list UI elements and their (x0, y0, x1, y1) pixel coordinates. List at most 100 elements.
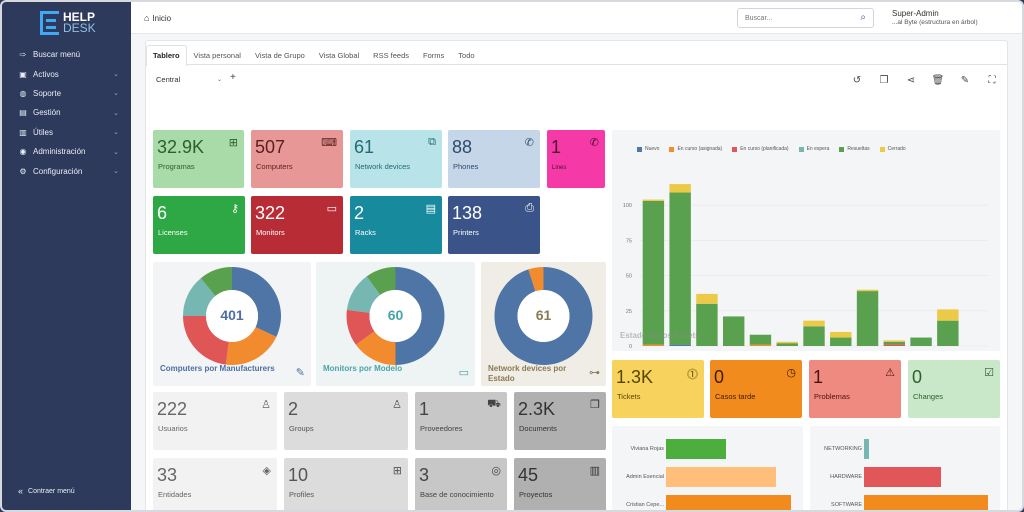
stat-card-lines[interactable]: 1 Lines ✆ (547, 130, 605, 188)
hbar-bar[interactable] (864, 467, 942, 487)
ticket-card-casos-tarde[interactable]: 0 Casos tarde ◷ (710, 360, 802, 418)
bar-segment[interactable] (830, 331, 852, 338)
bar-segment[interactable] (642, 344, 665, 346)
stat-card-licenses[interactable]: 6 Licenses ⚷ (153, 196, 245, 254)
pie-card-1[interactable]: 401 Computers por Manufacturers ✎ (153, 262, 311, 386)
bar-segment[interactable] (937, 309, 959, 321)
sidebar-item-label: Administración (33, 147, 86, 157)
sidebar-item-gestion[interactable]: ▤ Gestión ⌄ (2, 103, 131, 122)
sidebar-item-soporte[interactable]: ◍ Soporte ⌄ (2, 84, 131, 103)
bar-segment[interactable] (883, 341, 906, 345)
tab-vista-global[interactable]: Vista Global (318, 51, 360, 60)
clone-icon[interactable]: ❐ (879, 75, 889, 86)
bar-segment[interactable] (696, 303, 718, 346)
info-card-base-de-conocimiento[interactable]: 3 Base de conocimiento ◎ (415, 458, 507, 510)
bar-segment[interactable] (696, 293, 718, 304)
bar-segment[interactable] (776, 343, 798, 346)
donut-center-value: 401 (220, 307, 244, 323)
bar-segment[interactable] (856, 289, 879, 292)
tab-vista-personal[interactable]: Vista personal (193, 51, 241, 60)
hbar-bar[interactable] (666, 495, 791, 510)
ticket-card-changes[interactable]: 0 Changes ☑ (908, 360, 1000, 418)
edit-icon[interactable]: ✎ (295, 367, 305, 379)
bar-segment[interactable] (669, 192, 691, 345)
sidebar-item-administracion[interactable]: ◉ Administración ⌄ (2, 142, 131, 161)
double-chevron-left-icon: « (18, 486, 24, 496)
info-card-proveedores[interactable]: 1 Proveedores ⛟ (415, 392, 507, 450)
bar-segment[interactable] (722, 316, 745, 346)
monitor-icon[interactable]: ▭ (458, 367, 469, 379)
info-card-entidades[interactable]: 33 Entidades ◈ (153, 458, 277, 510)
edit-icon[interactable]: ✎ (960, 75, 970, 86)
dashboard-select[interactable]: Central ⌄ (156, 73, 222, 86)
hbar-bar[interactable] (666, 467, 776, 487)
tab-tablero[interactable]: Tablero (146, 45, 187, 66)
sidebar-item-utiles[interactable]: ▥ Útiles ⌄ (2, 123, 131, 142)
bar-segment[interactable] (642, 199, 665, 201)
trash-icon[interactable]: 🗑 (931, 75, 945, 86)
bar-segment[interactable] (883, 344, 906, 346)
bar-segment[interactable] (749, 344, 772, 346)
dashboard-tabs: Tablero Vista personal Vista de Grupo Vista… (146, 45, 1008, 66)
stat-card-computers[interactable]: 507 Computers ⌨ (251, 130, 343, 188)
collapse-menu-button[interactable]: « Contraer menú (18, 486, 75, 496)
bar-segment[interactable] (669, 184, 691, 193)
tab-rss-feeds[interactable]: RSS feeds (373, 51, 410, 60)
tickets-status-chart[interactable]: Nuevo En curso (asignada) En curso (planif… (612, 130, 1000, 351)
stat-card-printers[interactable]: 138 Printers ⎙ (448, 196, 540, 254)
user-menu[interactable]: Super-Admin ...al Byte (estructura en ár… (892, 9, 978, 27)
info-card-groups[interactable]: 2 Groups ♙ (284, 392, 408, 450)
sidebar: HELP DESK ⇨ Buscar menú ▣ Activos ⌄ ◍ Soporte ⌄… (2, 2, 131, 510)
info-card-usuarios[interactable]: 222 Usuarios ♙ (153, 392, 277, 450)
bar-segment[interactable] (883, 340, 906, 342)
tab-vista-de-grupo[interactable]: Vista de Grupo (254, 51, 305, 60)
phone-icon: ✆ (524, 137, 534, 149)
bar-segment[interactable] (910, 337, 932, 346)
pie-card-3[interactable]: 61 Network devices por Estado ⊶ (481, 262, 606, 386)
tickets-by-technician-chart[interactable]: Viviana Rojas Admin Esencial Cristian Cepe… (612, 426, 803, 510)
app-logo[interactable]: HELP DESK (40, 11, 96, 35)
tab-forms[interactable]: Forms (423, 51, 445, 60)
fullscreen-icon[interactable]: ⛶ (988, 75, 996, 86)
bar-segment[interactable] (830, 337, 852, 346)
bar-segment[interactable] (803, 320, 825, 327)
bar-segment[interactable] (749, 334, 772, 345)
bar-segment[interactable] (776, 341, 798, 344)
search-icon[interactable]: ⌕ (860, 12, 866, 23)
bar-segment[interactable] (642, 200, 665, 345)
stat-card-racks[interactable]: 2 Racks ▤ (350, 196, 442, 254)
stat-card-monitors[interactable]: 322 Monitors ▭ (251, 196, 343, 254)
tickets-by-category-chart[interactable]: NETWORKING HARDWARE SOFTWARE (810, 426, 1000, 510)
stat-card-network-devices[interactable]: 61 Network devices ⧉ (350, 130, 442, 188)
stat-card-phones[interactable]: 88 Phones ✆ (448, 130, 540, 188)
pie-card-2[interactable]: 60 Monitors por Modelo ▭ (316, 262, 475, 386)
ticket-card-problemas[interactable]: 1 Problemas ⚠ (809, 360, 901, 418)
bar-segment[interactable] (803, 326, 825, 346)
sidebar-item-buscar-menu[interactable]: ⇨ Buscar menú (2, 45, 131, 64)
sitemap-icon[interactable]: ⊶ (589, 367, 600, 379)
legend-label: Cerrado (887, 146, 906, 152)
add-dashboard-button[interactable]: + (230, 72, 236, 83)
hbar-bar[interactable] (666, 439, 726, 459)
sidebar-item-activos[interactable]: ▣ Activos ⌄ (2, 64, 131, 83)
bar-segment[interactable] (669, 344, 691, 346)
bar-segment[interactable] (937, 320, 959, 346)
history-icon[interactable]: ↺ (852, 75, 862, 86)
share-icon[interactable]: ⋖ (906, 75, 916, 86)
sidebar-item-label: Soporte (33, 88, 62, 98)
sidebar-item-configuracion[interactable]: ⚙ Configuración ⌄ (2, 161, 131, 180)
info-card-documents[interactable]: 2.3K Documents ❐ (514, 392, 606, 450)
ticket-card-tickets[interactable]: 1.3K Tickets ⓵ (612, 360, 704, 418)
phone-call-icon: ✆ (589, 137, 599, 149)
info-card-proyectos[interactable]: 45 Proyectos ▥ (514, 458, 606, 510)
hbar-bar[interactable] (864, 495, 988, 510)
info-card-profiles[interactable]: 10 Profiles ⊞ (284, 458, 408, 510)
bar-segment[interactable] (856, 291, 879, 346)
breadcrumb[interactable]: ⌂ Inicio (144, 13, 171, 23)
search-input[interactable] (738, 9, 848, 27)
stat-card-programas[interactable]: 32.9K Programas ⊞ (153, 130, 244, 188)
hbar-bar[interactable] (864, 439, 870, 459)
tab-todo[interactable]: Todo (458, 51, 475, 60)
user-entity: ...al Byte (estructura en árbol) (892, 19, 978, 26)
card-label: Computers (256, 162, 293, 171)
